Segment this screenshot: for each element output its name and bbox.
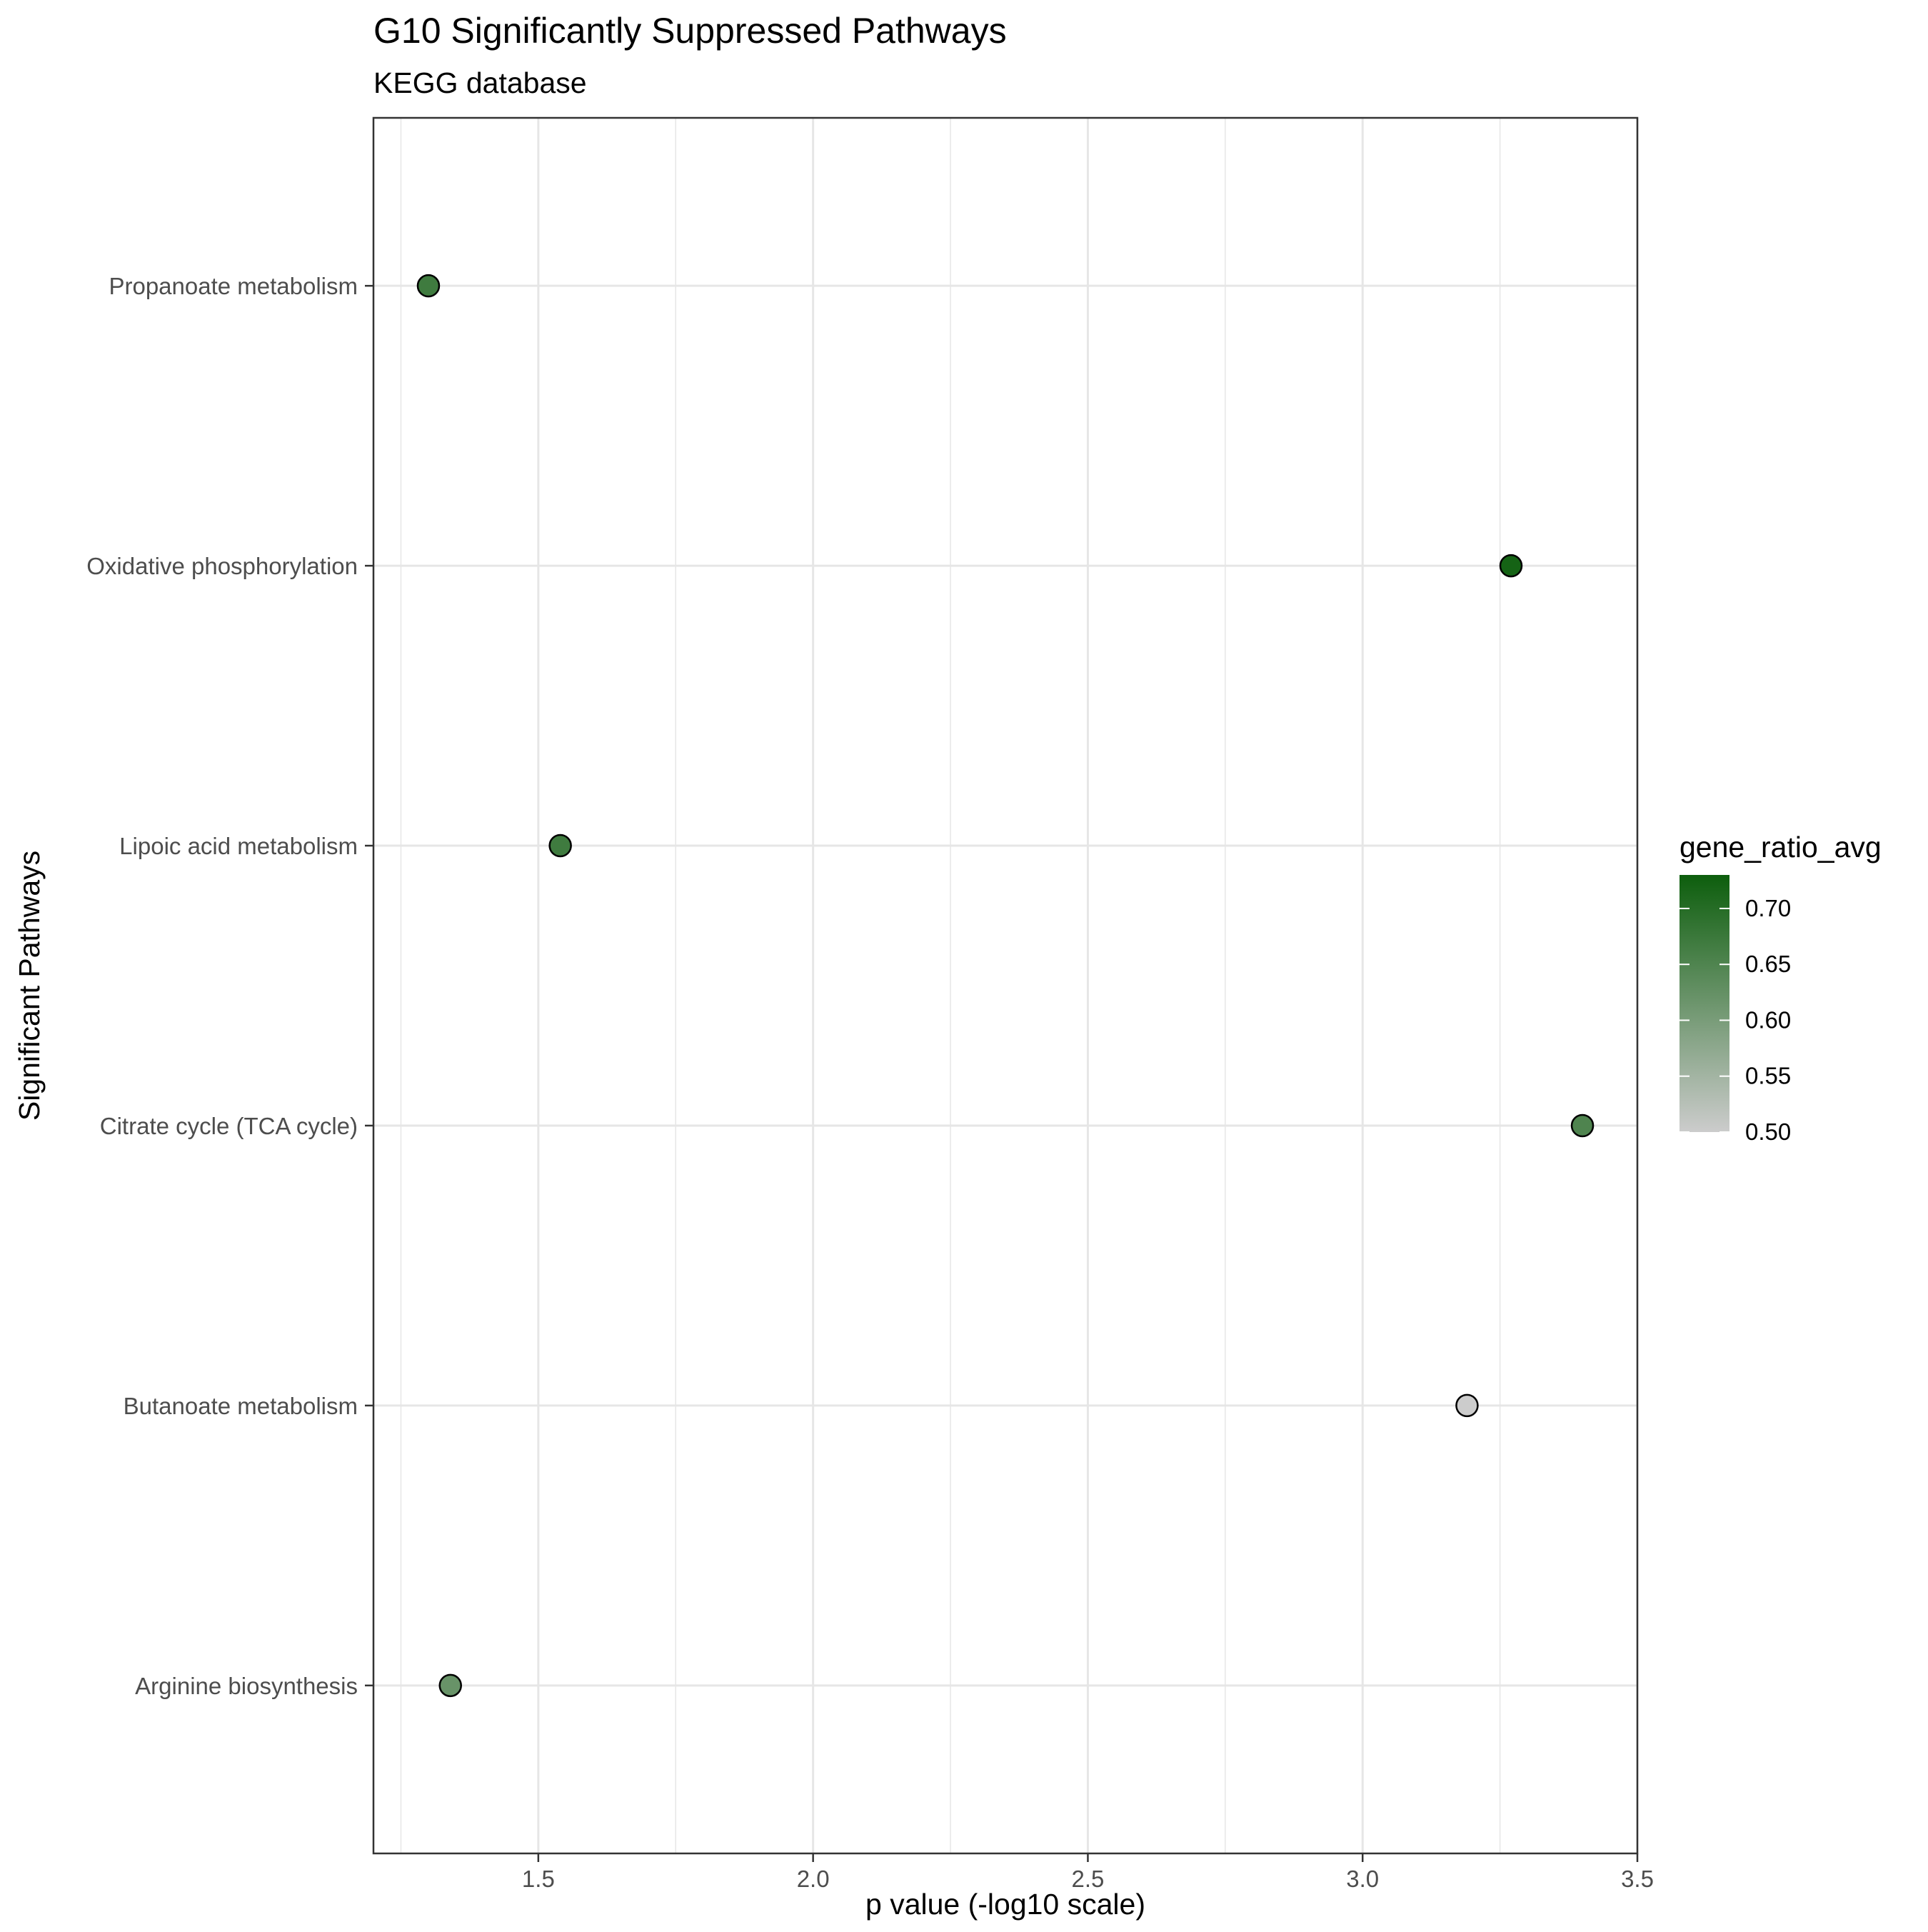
- grid-layer: [373, 118, 1639, 1853]
- y-tick-label: Arginine biosynthesis: [135, 1673, 358, 1699]
- y-tick-label: Citrate cycle (TCA cycle): [100, 1113, 358, 1139]
- data-point: [1570, 1113, 1595, 1138]
- data-point: [416, 274, 441, 298]
- legend-title: gene_ratio_avg: [1680, 831, 1882, 864]
- legend-tick-label: 0.60: [1745, 1006, 1791, 1033]
- data-point: [548, 834, 572, 858]
- y-tick-label: Lipoic acid metabolism: [119, 833, 358, 859]
- legend-tick-label: 0.50: [1745, 1118, 1791, 1145]
- x-tick-label: 3.0: [1346, 1866, 1379, 1892]
- x-tick-label: 1.5: [522, 1866, 555, 1892]
- chart-title: G10 Significantly Suppressed Pathways: [373, 11, 1007, 51]
- y-tick-label: Propanoate metabolism: [109, 273, 358, 299]
- y-tick-label: Butanoate metabolism: [124, 1393, 358, 1419]
- y-axis-title: Significant Pathways: [13, 851, 46, 1121]
- panel-border: [372, 116, 1639, 1855]
- legend-tick-label: 0.55: [1745, 1063, 1791, 1089]
- x-tick-label: 2.0: [797, 1866, 830, 1892]
- color-legend: gene_ratio_avg 0.50 0.55 0.60 0.65 0.70: [1680, 831, 1882, 1145]
- data-point: [1499, 554, 1523, 578]
- legend-tick-label: 0.70: [1745, 895, 1791, 921]
- legend-tick-label: 0.65: [1745, 951, 1791, 977]
- chart-subtitle: KEGG database: [373, 66, 587, 99]
- y-axis: Propanoate metabolism Oxidative phosphory…: [86, 273, 373, 1699]
- x-tick-label: 3.5: [1621, 1866, 1654, 1892]
- data-point: [438, 1673, 462, 1698]
- data-points: [416, 274, 1595, 1698]
- x-tick-label: 2.5: [1071, 1866, 1104, 1892]
- y-tick-label: Oxidative phosphorylation: [86, 553, 358, 579]
- legend-colorbar: [1680, 875, 1729, 1132]
- data-point: [1455, 1393, 1479, 1418]
- x-axis-title: p value (-log10 scale): [865, 1888, 1145, 1921]
- x-axis: 1.5 2.0 2.5 3.0 3.5: [522, 1853, 1654, 1892]
